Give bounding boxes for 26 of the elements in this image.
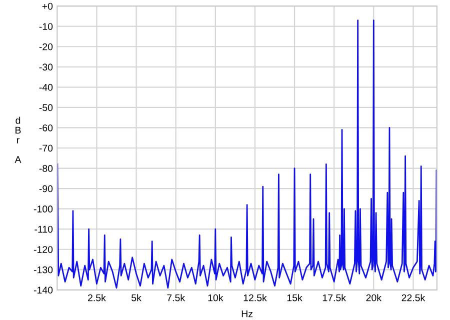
x-tick-label: 17.5k: [322, 294, 346, 302]
x-tick-label: 12.5k: [244, 294, 267, 302]
y-tick-label: -50: [39, 104, 53, 112]
y-tick-label: -30: [39, 64, 53, 71]
y-tick-label: -10: [39, 23, 53, 30]
x-tick-label: 5k: [132, 294, 142, 302]
x-tick-label: 7.5k: [167, 294, 186, 302]
y-tick-label: -100: [34, 206, 53, 212]
y-tick-label: -90: [39, 185, 53, 192]
y-tick-label: -20: [39, 43, 53, 50]
y-tick-label: -130: [34, 266, 53, 274]
y-tick-label: +0: [42, 2, 53, 10]
x-tick-label: 15k: [287, 294, 302, 302]
y-tick-label: -80: [39, 165, 53, 172]
y-tick-label: -70: [39, 144, 53, 152]
y-tick-label: -140: [34, 286, 53, 294]
text: dBr A: [14, 116, 22, 163]
x-tick-label: 10k: [208, 294, 224, 302]
y-tick-label: -110: [34, 226, 53, 233]
x-tick-label: 22.5k: [402, 294, 426, 302]
x-tick-label: 2.5k: [88, 294, 106, 302]
x-axis-title: Hz: [242, 310, 253, 318]
y-tick-label: -120: [34, 246, 53, 253]
y-tick-label: -40: [39, 84, 53, 91]
y-tick-label: -60: [39, 124, 53, 132]
x-tick-label: 20k: [366, 294, 382, 302]
